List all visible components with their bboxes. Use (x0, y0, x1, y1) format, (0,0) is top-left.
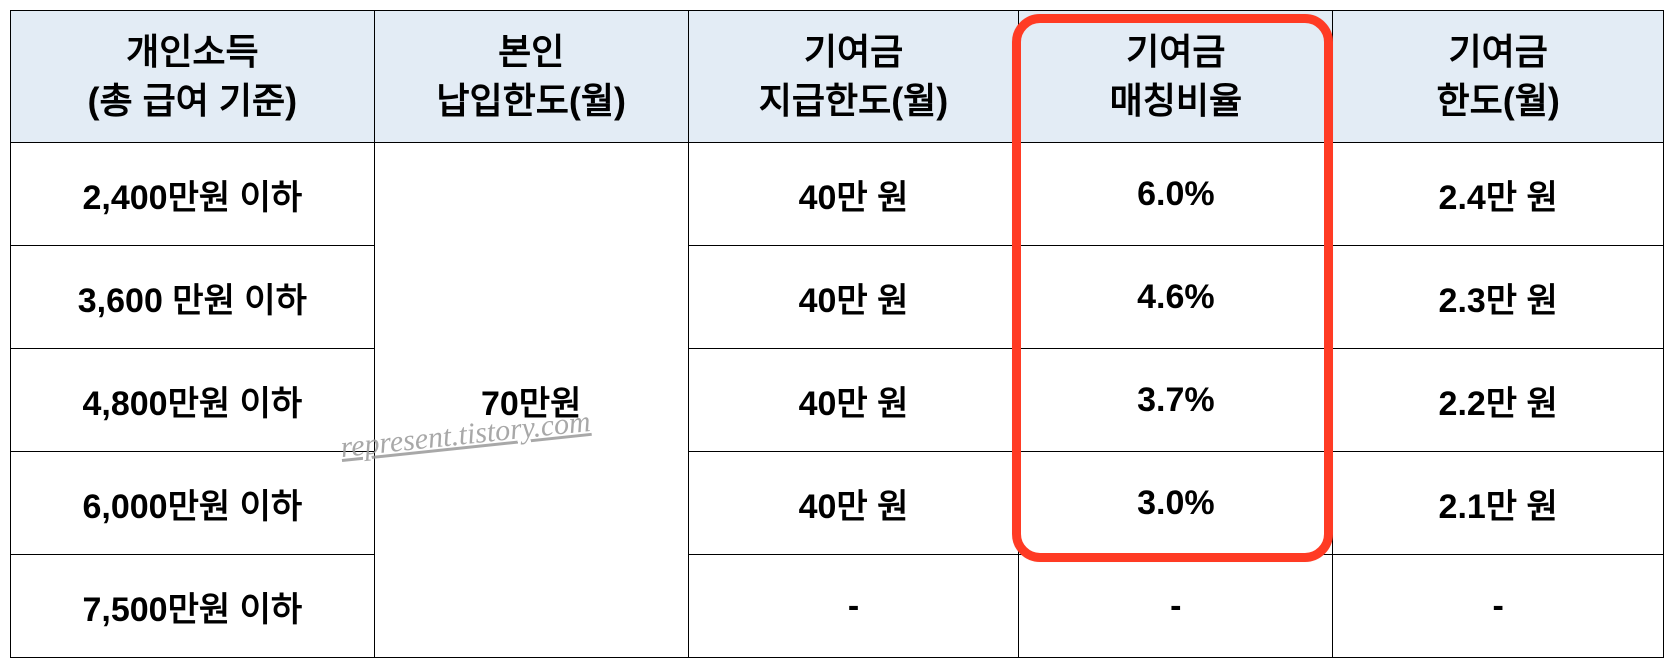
table-row: 3,600 만원 이하 40만 원 4.6% 2.3만 원 (11, 246, 1664, 349)
table-row: 4,800만원 이하 40만 원 3.7% 2.2만 원 (11, 349, 1664, 452)
cell-pay-limit: 40만 원 (688, 349, 1019, 452)
header-income-line1: 개인소득 (126, 31, 258, 72)
cell-match: 3.7% (1019, 349, 1333, 452)
cell-income: 4,800만원 이하 (11, 349, 375, 452)
cell-pay-limit: 40만 원 (688, 246, 1019, 349)
header-self-limit-line2: 납입한도(월) (436, 80, 626, 121)
header-match-line1: 기여금 (1126, 31, 1225, 72)
table-row: 7,500만원 이하 - - - (11, 555, 1664, 658)
header-pay-limit-line1: 기여금 (804, 31, 903, 72)
table-header-row: 개인소득 (총 급여 기준) 본인 납입한도(월) 기여금 지급한도(월) 기여… (11, 11, 1664, 143)
cell-cap: 2.4만 원 (1333, 143, 1664, 246)
header-match: 기여금 매칭비율 (1019, 11, 1333, 143)
cell-cap: 2.2만 원 (1333, 349, 1664, 452)
table-row: 2,400만원 이하 70만원 40만 원 6.0% 2.4만 원 (11, 143, 1664, 246)
header-self-limit: 본인 납입한도(월) (374, 11, 688, 143)
cell-income: 2,400만원 이하 (11, 143, 375, 246)
cell-income: 3,600 만원 이하 (11, 246, 375, 349)
cell-match: 4.6% (1019, 246, 1333, 349)
cell-match: - (1019, 555, 1333, 658)
cell-income: 6,000만원 이하 (11, 452, 375, 555)
header-pay-limit: 기여금 지급한도(월) (688, 11, 1019, 143)
header-self-limit-line1: 본인 (498, 31, 564, 72)
cell-match: 3.0% (1019, 452, 1333, 555)
cell-pay-limit: 40만 원 (688, 452, 1019, 555)
contribution-table: 개인소득 (총 급여 기준) 본인 납입한도(월) 기여금 지급한도(월) 기여… (10, 10, 1664, 658)
cell-cap: - (1333, 555, 1664, 658)
header-cap-line1: 기여금 (1449, 31, 1548, 72)
header-income: 개인소득 (총 급여 기준) (11, 11, 375, 143)
contribution-table-container: 개인소득 (총 급여 기준) 본인 납입한도(월) 기여금 지급한도(월) 기여… (10, 10, 1664, 658)
header-cap: 기여금 한도(월) (1333, 11, 1664, 143)
cell-income: 7,500만원 이하 (11, 555, 375, 658)
header-match-line2: 매칭비율 (1110, 80, 1242, 121)
cell-cap: 2.1만 원 (1333, 452, 1664, 555)
header-cap-line2: 한도(월) (1437, 80, 1560, 121)
header-income-line2: (총 급여 기준) (88, 80, 298, 121)
cell-match: 6.0% (1019, 143, 1333, 246)
cell-cap: 2.3만 원 (1333, 246, 1664, 349)
cell-pay-limit: 40만 원 (688, 143, 1019, 246)
cell-self-limit-merged: 70만원 (374, 143, 688, 658)
header-pay-limit-line2: 지급한도(월) (759, 80, 949, 121)
table-row: 6,000만원 이하 40만 원 3.0% 2.1만 원 (11, 452, 1664, 555)
cell-pay-limit: - (688, 555, 1019, 658)
